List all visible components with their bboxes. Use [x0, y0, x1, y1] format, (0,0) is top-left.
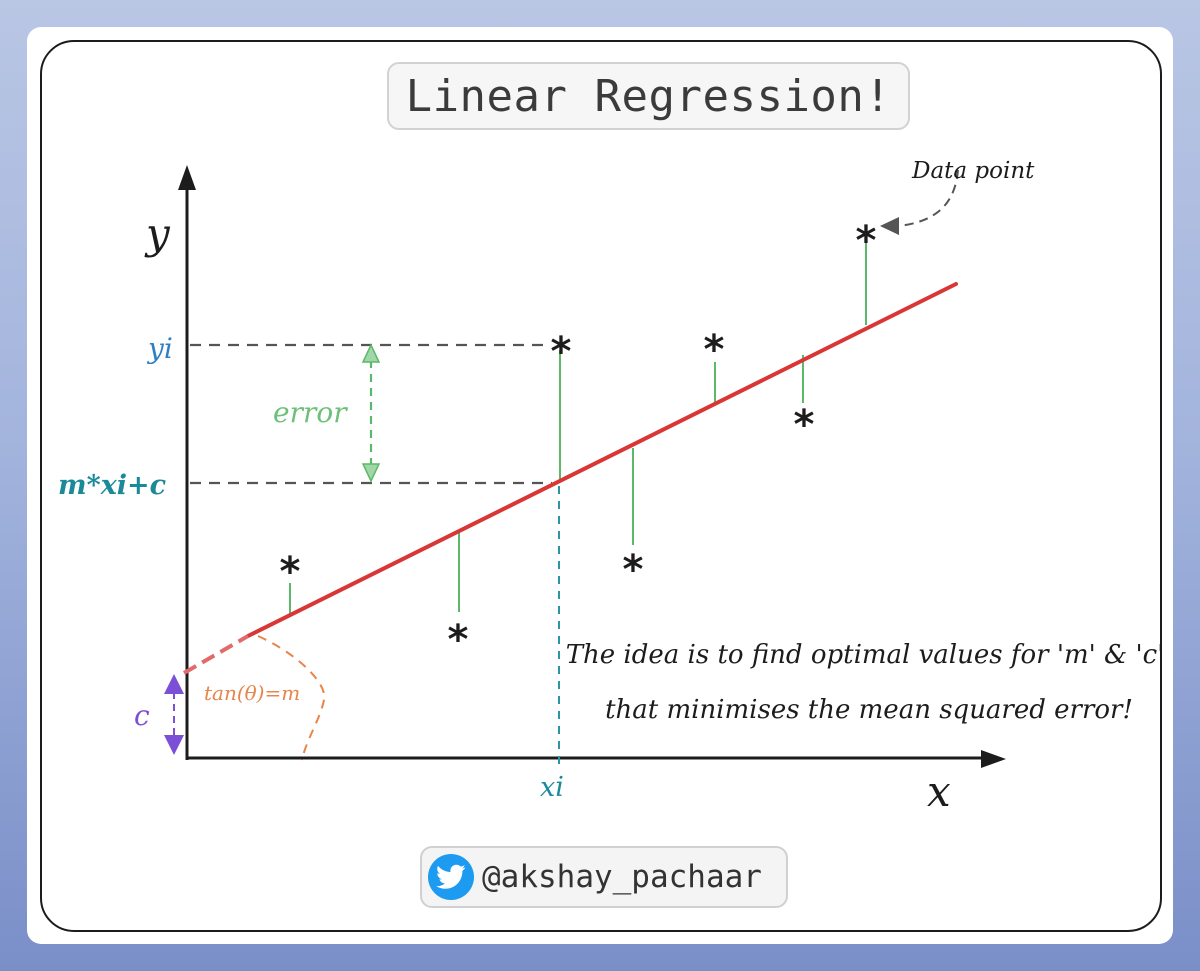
xi-label: xi	[540, 772, 564, 803]
intercept-arrow-top	[164, 674, 184, 694]
twitter-bird-icon	[428, 854, 474, 900]
slope-label: tan(θ)=m	[204, 681, 300, 705]
data-point-pointer	[897, 169, 959, 227]
data-point: *	[623, 547, 644, 593]
page-title: Linear Regression!	[387, 62, 910, 130]
twitter-handle: @akshay_pachaar	[482, 859, 762, 895]
slope-angle-arc	[257, 635, 326, 761]
x-axis-arrowhead	[981, 750, 1006, 768]
data-point: *	[856, 218, 877, 264]
data-point: *	[794, 402, 815, 448]
data-point: *	[448, 617, 469, 663]
data-point-pointer-head	[880, 217, 899, 235]
intercept-arrow-bottom	[164, 735, 184, 755]
prediction-label: m*xi+c	[58, 470, 166, 501]
data-point-label: Data point	[911, 158, 1035, 184]
diagram-frame	[40, 40, 1162, 932]
card	[27, 27, 1173, 944]
regression-line	[246, 282, 958, 638]
yi-label: yi	[146, 332, 173, 365]
error-arrow-top	[361, 343, 381, 363]
twitter-handle-badge: @akshay_pachaar	[420, 846, 788, 908]
data-point: *	[704, 327, 725, 373]
x-axis-label: x	[927, 767, 951, 816]
caption-line-2: that minimises the mean squared error!	[605, 695, 1133, 725]
caption-line-1: The idea is to find optimal values for '…	[566, 640, 1165, 670]
y-axis-label: y	[144, 209, 171, 258]
data-point: *	[551, 329, 572, 375]
error-label: error	[273, 396, 348, 429]
error-arrow-bottom	[361, 463, 381, 483]
intercept-label: c	[134, 699, 150, 732]
y-axis-arrowhead	[178, 165, 196, 190]
data-point: *	[280, 549, 301, 595]
regression-line-extension	[182, 634, 250, 675]
